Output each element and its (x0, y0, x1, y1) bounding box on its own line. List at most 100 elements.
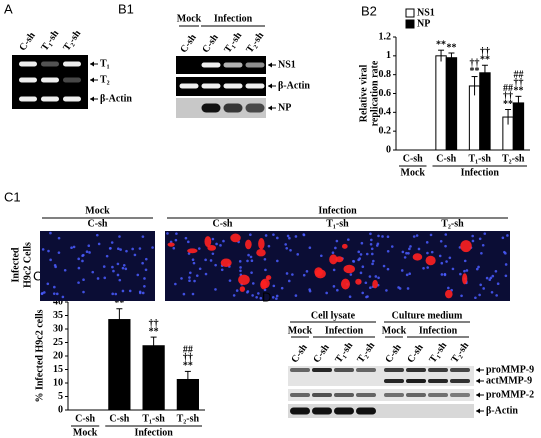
significance-mark: ** (183, 361, 193, 372)
nucleus (43, 291, 46, 294)
nucleus (220, 268, 224, 272)
nucleus (368, 275, 372, 278)
nucleus (447, 286, 450, 290)
nucleus (228, 279, 232, 282)
nucleus (386, 235, 390, 239)
nucleus (369, 286, 372, 290)
nucleus (138, 247, 142, 250)
nucleus (482, 287, 485, 290)
nucleus (187, 240, 190, 244)
significance-mark: ** (149, 326, 159, 337)
significance-mark: ** (114, 298, 124, 309)
infected-cell (343, 264, 355, 274)
x-tick-label: T₁-sh (469, 153, 492, 164)
nucleus (294, 294, 298, 297)
nucleus (249, 255, 253, 259)
nucleus (82, 278, 85, 282)
y-axis-label: H9c2 Cells (22, 242, 33, 288)
band-label: T₂ (100, 74, 110, 85)
nucleus (357, 250, 361, 254)
nucleus (246, 259, 249, 263)
arrow-head (268, 62, 272, 68)
gel-band (450, 379, 470, 383)
lane-label: T₂-sh (244, 30, 266, 55)
nucleus (61, 295, 65, 299)
nucleus (444, 244, 447, 248)
nucleus (63, 268, 67, 272)
nucleus (286, 234, 290, 238)
nucleus (128, 289, 132, 293)
nucleus (191, 258, 195, 262)
nucleus (296, 253, 300, 256)
nucleus (463, 259, 467, 263)
nucleus (479, 283, 482, 287)
significance-mark: ** (436, 39, 446, 50)
nucleus (471, 234, 474, 238)
gel-band (19, 96, 37, 102)
nucleus (249, 233, 252, 237)
infected-cell (329, 254, 338, 265)
significance-mark: ** (503, 99, 513, 110)
nucleus (144, 268, 148, 272)
nucleus (397, 286, 400, 289)
nucleus (285, 247, 289, 250)
gel-band (406, 379, 426, 383)
lane-label: C-sh (200, 32, 221, 55)
gel-band (223, 62, 243, 68)
infected-cell (340, 278, 350, 290)
y-axis-label: Relative viral (358, 65, 369, 123)
group-label: Mock (288, 325, 313, 336)
nucleus (390, 245, 394, 248)
y-tick-label: 0.8 (379, 69, 392, 80)
nucleus (359, 253, 363, 256)
nucleus (211, 237, 215, 241)
nucleus (440, 273, 444, 276)
nucleus (494, 269, 498, 273)
band-label: NS1 (278, 59, 296, 70)
nucleus (91, 270, 95, 274)
gel-band (450, 368, 470, 372)
nucleus (332, 268, 336, 272)
image-label: C-sh (87, 218, 107, 229)
panel-label: B1 (118, 1, 134, 16)
nucleus (116, 262, 120, 266)
bar (468, 85, 481, 151)
x-tick-label: T₂-sh (177, 413, 200, 424)
nucleus (444, 233, 448, 236)
nucleus (214, 288, 217, 291)
nucleus (465, 269, 469, 272)
nucleus (430, 250, 434, 254)
infected-cell (204, 236, 212, 248)
nucleus (255, 296, 258, 299)
group-label: Mock (85, 205, 110, 216)
nucleus (197, 247, 201, 250)
group-label: Mock (73, 427, 98, 438)
nucleus (141, 235, 145, 238)
infected-cell (260, 279, 267, 290)
nucleus (187, 252, 191, 255)
nucleus (182, 292, 186, 296)
gel (288, 389, 474, 401)
nucleus (440, 261, 444, 265)
nucleus (204, 258, 207, 262)
nucleus (448, 256, 452, 260)
legend-label: NS1 (417, 7, 435, 18)
significance-mark: †† (470, 58, 480, 69)
panel-label: A (4, 1, 13, 16)
nucleus (272, 233, 275, 236)
gel-band (428, 368, 448, 372)
nucleus (188, 276, 191, 279)
nucleus (250, 259, 254, 262)
lane-label: C-sh (289, 342, 310, 365)
significance-mark: ** (470, 66, 480, 77)
nucleus (287, 279, 291, 283)
infected-cell (412, 253, 423, 261)
infected-cell (372, 279, 378, 289)
nucleus (284, 243, 287, 246)
nucleus (478, 293, 481, 297)
nucleus (439, 239, 443, 243)
nucleus (370, 247, 374, 251)
section-label: Culture medium (392, 310, 463, 321)
nucleus (308, 289, 312, 293)
nucleus (460, 294, 463, 298)
